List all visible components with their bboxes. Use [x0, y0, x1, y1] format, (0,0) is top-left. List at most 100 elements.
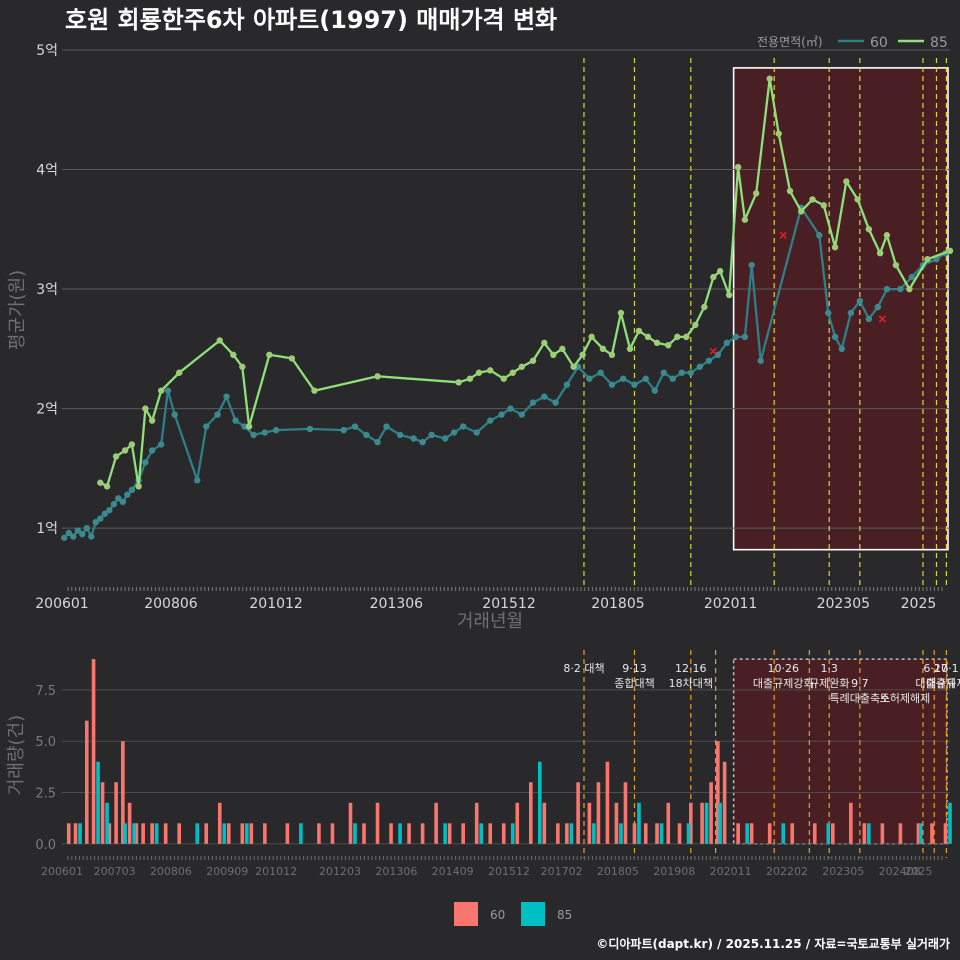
volume-bar-85 — [105, 802, 109, 844]
price-point-60 — [487, 417, 494, 424]
volume-bar-60 — [240, 823, 245, 844]
volume-bar-60 — [263, 823, 267, 844]
volume-bar-60 — [632, 823, 637, 844]
price-point-60 — [340, 426, 347, 434]
price-point-60 — [250, 431, 257, 439]
price-point-60 — [128, 486, 136, 494]
volume-bar-85 — [222, 823, 227, 844]
price-point-85 — [588, 333, 595, 341]
volume-bar-85 — [781, 823, 786, 844]
volume-bar-85 — [154, 823, 159, 844]
volume-x-tick-label: 200806 — [150, 865, 192, 878]
price-point-85 — [245, 423, 253, 430]
volume-bar-60 — [420, 823, 425, 844]
price-point-85 — [820, 202, 827, 209]
policy-annotation: 규제완화 — [809, 677, 849, 690]
volume-x-tick-label: 201908 — [653, 865, 695, 878]
volume-chart: 0.0 2.5 5.0 7.5 200601 200703 200806 200909 2010… — [35, 650, 960, 878]
volume-bar-85 — [569, 823, 574, 844]
price-point-60 — [223, 393, 230, 400]
price-point-85 — [892, 261, 900, 269]
price-point-60 — [383, 423, 390, 430]
volume-y-tick-label: 7.5 — [35, 684, 56, 699]
price-point-60 — [897, 285, 904, 293]
price-point-60 — [124, 491, 131, 498]
price-x-tick-label: 201512 — [482, 596, 535, 612]
price-y-tick-label: 3억 — [36, 282, 58, 298]
price-y-tick-label: 5억 — [36, 43, 58, 59]
volume-bar-85 — [826, 823, 831, 844]
volume-bar-60 — [614, 802, 619, 844]
price-point-85 — [466, 375, 474, 382]
volume-bar-60 — [916, 823, 921, 844]
volume-bar-60 — [689, 802, 693, 844]
policy-annotation: 특례대출축소 — [829, 692, 890, 705]
volume-bar-85 — [96, 761, 100, 844]
volume-bar-85 — [538, 761, 542, 844]
price-chart: 1억 2억 3억 4억 5억 200601 200806 201012 201306 201512… — [35, 43, 954, 612]
volume-bar-60 — [249, 823, 254, 844]
policy-annotation: 9·7 — [851, 677, 869, 690]
volume-bar-60 — [898, 823, 903, 844]
volume-bar-60 — [285, 823, 290, 844]
price-point-60 — [110, 501, 118, 508]
volume-bar-60 — [515, 802, 520, 844]
volume-bar-85 — [195, 823, 200, 844]
volume-x-tick-label: 201012 — [255, 865, 297, 878]
price-point-85 — [752, 190, 760, 197]
cancelled-trade-marker — [779, 231, 787, 239]
price-point-60 — [732, 333, 740, 341]
volume-y-tick-label: 5.0 — [35, 735, 56, 750]
volume-bar-60 — [749, 823, 754, 844]
volume-bar-60 — [831, 823, 835, 844]
volume-bar-60 — [407, 823, 411, 844]
volume-x-tick-label: 201805 — [597, 865, 639, 878]
price-point-60 — [816, 232, 823, 239]
volume-bar-60 — [348, 802, 353, 844]
price-point-85 — [692, 321, 699, 329]
price-point-60 — [541, 393, 548, 400]
price-point-85 — [865, 226, 873, 233]
volume-x-tick-label: 202202 — [766, 865, 808, 878]
price-point-60 — [473, 429, 480, 436]
price-point-60 — [831, 333, 839, 341]
volume-bar-60 — [434, 802, 438, 844]
legend-swatch-60 — [454, 902, 478, 926]
price-x-tick-label: 200806 — [144, 596, 198, 612]
price-point-85 — [831, 244, 839, 251]
price-point-85 — [550, 351, 557, 359]
volume-bar-60 — [100, 782, 105, 844]
policy-annotation: 대출규제 — [915, 677, 955, 690]
price-point-85 — [230, 351, 237, 359]
volume-bar-60 — [812, 823, 817, 844]
volume-bar-60 — [623, 782, 628, 844]
price-point-85 — [809, 196, 816, 203]
volume-x-tick-label: 201306 — [375, 865, 417, 878]
price-point-85 — [734, 163, 742, 171]
price-point-60 — [74, 527, 81, 534]
volume-bar-85 — [637, 802, 641, 844]
price-point-60 — [865, 315, 873, 323]
price-point-85 — [843, 178, 850, 185]
volume-bar-85 — [745, 823, 749, 844]
price-legend: 전용면적(㎡) 60 85 — [757, 35, 948, 51]
price-point-85 — [121, 447, 129, 454]
price-point-85 — [617, 309, 625, 317]
volume-bar-85 — [718, 802, 722, 844]
price-point-85 — [716, 267, 724, 275]
volume-bar-60 — [700, 802, 704, 844]
price-point-60 — [552, 399, 559, 406]
price-point-60 — [563, 381, 571, 388]
price-point-60 — [838, 345, 846, 353]
price-point-85 — [883, 232, 891, 239]
volume-bar-60 — [666, 802, 671, 844]
policy-annotation: 10·26 — [767, 662, 799, 675]
volume-bar-60 — [121, 741, 125, 844]
price-point-60 — [518, 411, 525, 418]
legend-title: 전용면적(㎡) — [757, 35, 823, 49]
volume-bar-60 — [362, 823, 366, 844]
price-point-60 — [459, 423, 467, 430]
price-point-60 — [631, 381, 638, 388]
price-point-85 — [135, 483, 142, 490]
